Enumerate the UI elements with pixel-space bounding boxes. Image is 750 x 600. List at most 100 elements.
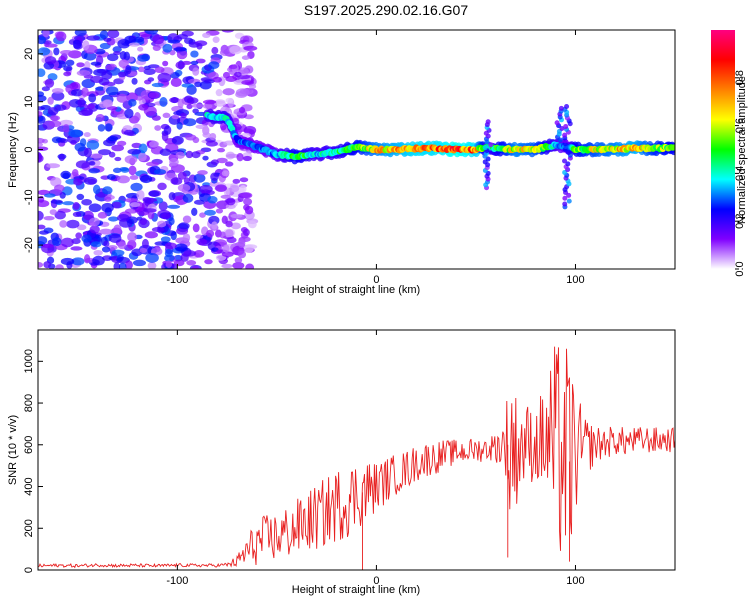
spectrogram-streak-cell (559, 125, 565, 131)
spectrogram-noise-blob (209, 132, 217, 141)
spectrogram-noise-blob (182, 233, 191, 242)
spectrogram-noise-blob (176, 121, 183, 130)
spectrogram-streak-cell (562, 195, 568, 201)
spectrogram-noise-blob (196, 238, 208, 246)
spectrogram-noise-blob (103, 99, 114, 108)
spectrogram-noise-blob (43, 193, 56, 198)
spectrogram-noise-blob (241, 132, 251, 138)
spectrogram-noise-blob (225, 197, 236, 206)
snr-y-axis: 0 200 400 600 800 1000 (23, 349, 43, 573)
colorbar-tick-label: 0.6 (734, 118, 746, 133)
spectrogram-noise-blob (38, 94, 47, 102)
spectrogram-noise-blob (38, 224, 46, 230)
spectrogram-noise-blob (239, 88, 254, 95)
spectrogram-noise-blob (207, 196, 218, 204)
spectrogram-noise-blob (106, 174, 116, 181)
spectrogram-noise-blob (164, 242, 177, 250)
spectrogram-noise-blob (81, 234, 92, 243)
spectrogram-noise-blob (232, 261, 245, 269)
spectrogram-noise-blob (111, 249, 125, 257)
spectrogram-noise-blob (142, 196, 152, 203)
spectrogram-noise-blob (202, 32, 211, 39)
spectrogram-noise-blob (89, 153, 103, 159)
spectrogram-noise-blob (167, 204, 181, 209)
spectrogram-streak-cell (562, 132, 568, 138)
spectrogram-noise-blob (147, 261, 157, 269)
spectrogram-noise-blob (107, 53, 119, 62)
spectrogram-noise-blob (43, 261, 52, 269)
spectrogram-noise-blob (38, 36, 46, 45)
spectrogram-noise-blob (248, 84, 257, 89)
spectrogram-y-tick-label: -10 (23, 189, 35, 205)
spectrogram-noise-blob (111, 201, 122, 209)
spectrogram-noise-blob (54, 184, 65, 192)
spectrogram-noise-blob (101, 202, 114, 213)
spectrogram-noise-blob (124, 108, 134, 119)
spectrogram-noise-blob (162, 60, 169, 67)
spectrogram-noise-blob (125, 260, 133, 269)
spectrogram-noise-blob (230, 213, 243, 219)
spectrogram-noise-blob (168, 192, 176, 201)
spectrogram-noise-blob (92, 255, 105, 266)
spectrogram-noise-blob (145, 252, 159, 263)
spectrogram-noise-blob (107, 30, 120, 39)
spectrogram-streak-cell (488, 142, 494, 148)
snr-y-tick-label: 1000 (23, 349, 35, 373)
spectrogram-noise-blob (73, 178, 83, 186)
spectrogram-noise-blob (38, 152, 43, 163)
spectrogram-noise-blob (146, 161, 159, 167)
spectrogram-streak-cell (482, 145, 488, 151)
spectrogram-noise-blob (44, 78, 55, 88)
spectrogram-noise-blob (212, 76, 223, 83)
spectrogram-noise-blob (63, 65, 73, 72)
spectrogram-noise-blob (159, 97, 168, 107)
spectrogram-noise-blob (193, 249, 205, 258)
spectrogram-noise-blob (151, 82, 164, 88)
spectrogram-noise-blob (197, 170, 208, 176)
snr-frame (37, 329, 676, 571)
spectrogram-noise-blob (103, 240, 110, 247)
spectrogram-noise-blob (104, 123, 113, 132)
snr-y-label: SNR (10 * v/v) (7, 415, 19, 485)
spectrogram-noise-blob (156, 220, 167, 228)
spectrogram-noise-blob (97, 124, 106, 132)
spectrogram-noise-blob (108, 233, 122, 243)
spectrogram-noise-blob (181, 83, 194, 88)
spectrogram-noise-blob (216, 157, 228, 164)
spectrogram-noise-blob (117, 140, 127, 147)
spectrogram-noise-blob (118, 262, 127, 269)
spectrogram-noise-blob (81, 198, 93, 206)
spectrogram-streak-cell (565, 161, 571, 167)
spectrogram-noise-blob (41, 86, 50, 92)
spectrogram-noise-blob (137, 46, 144, 52)
spectrogram-noise-blob (186, 104, 193, 110)
spectrogram-streak-cell (485, 156, 491, 162)
spectrogram-noise-blob (202, 99, 217, 105)
spectrogram-noise-blob (88, 168, 100, 174)
spectrogram-noise-blob (182, 193, 194, 203)
spectrogram-noise-blob (128, 165, 137, 176)
spectrogram-noise-blob (43, 215, 55, 221)
spectrogram-noise-blob (108, 216, 119, 222)
spectrogram-noise-blob (243, 198, 253, 206)
spectrogram-noise-blob (171, 135, 184, 145)
spectrogram-noise-blob (143, 208, 157, 213)
spectrogram-noise-blob (230, 222, 241, 230)
spectrogram-noise-blob (54, 210, 66, 220)
spectrogram-y-tick-label: 10 (23, 96, 35, 108)
spectrogram-noise-blob (152, 34, 165, 45)
spectrogram-noise-blob (102, 186, 113, 195)
spectrogram-noise-blob (60, 170, 71, 179)
spectrogram-noise-blob (49, 115, 61, 121)
spectrogram-noise-blob (224, 161, 234, 167)
spectrogram-noise-blob (116, 175, 130, 184)
spectrogram-noise-blob (74, 30, 87, 37)
snr-y-tick-label: 800 (23, 394, 35, 412)
colorbar: 0.0 0.2 0.4 0.6 0.8 Normalized spectral ampl… (711, 30, 748, 277)
spectrogram-noise-blob (217, 147, 226, 153)
spectrogram-noise-blob (101, 71, 113, 80)
spectrogram-noise-blob (176, 33, 188, 40)
spectrogram-noise-blob (58, 153, 65, 162)
spectrogram-noise-blob (101, 81, 116, 87)
spectrogram-noise-blob (208, 61, 220, 69)
